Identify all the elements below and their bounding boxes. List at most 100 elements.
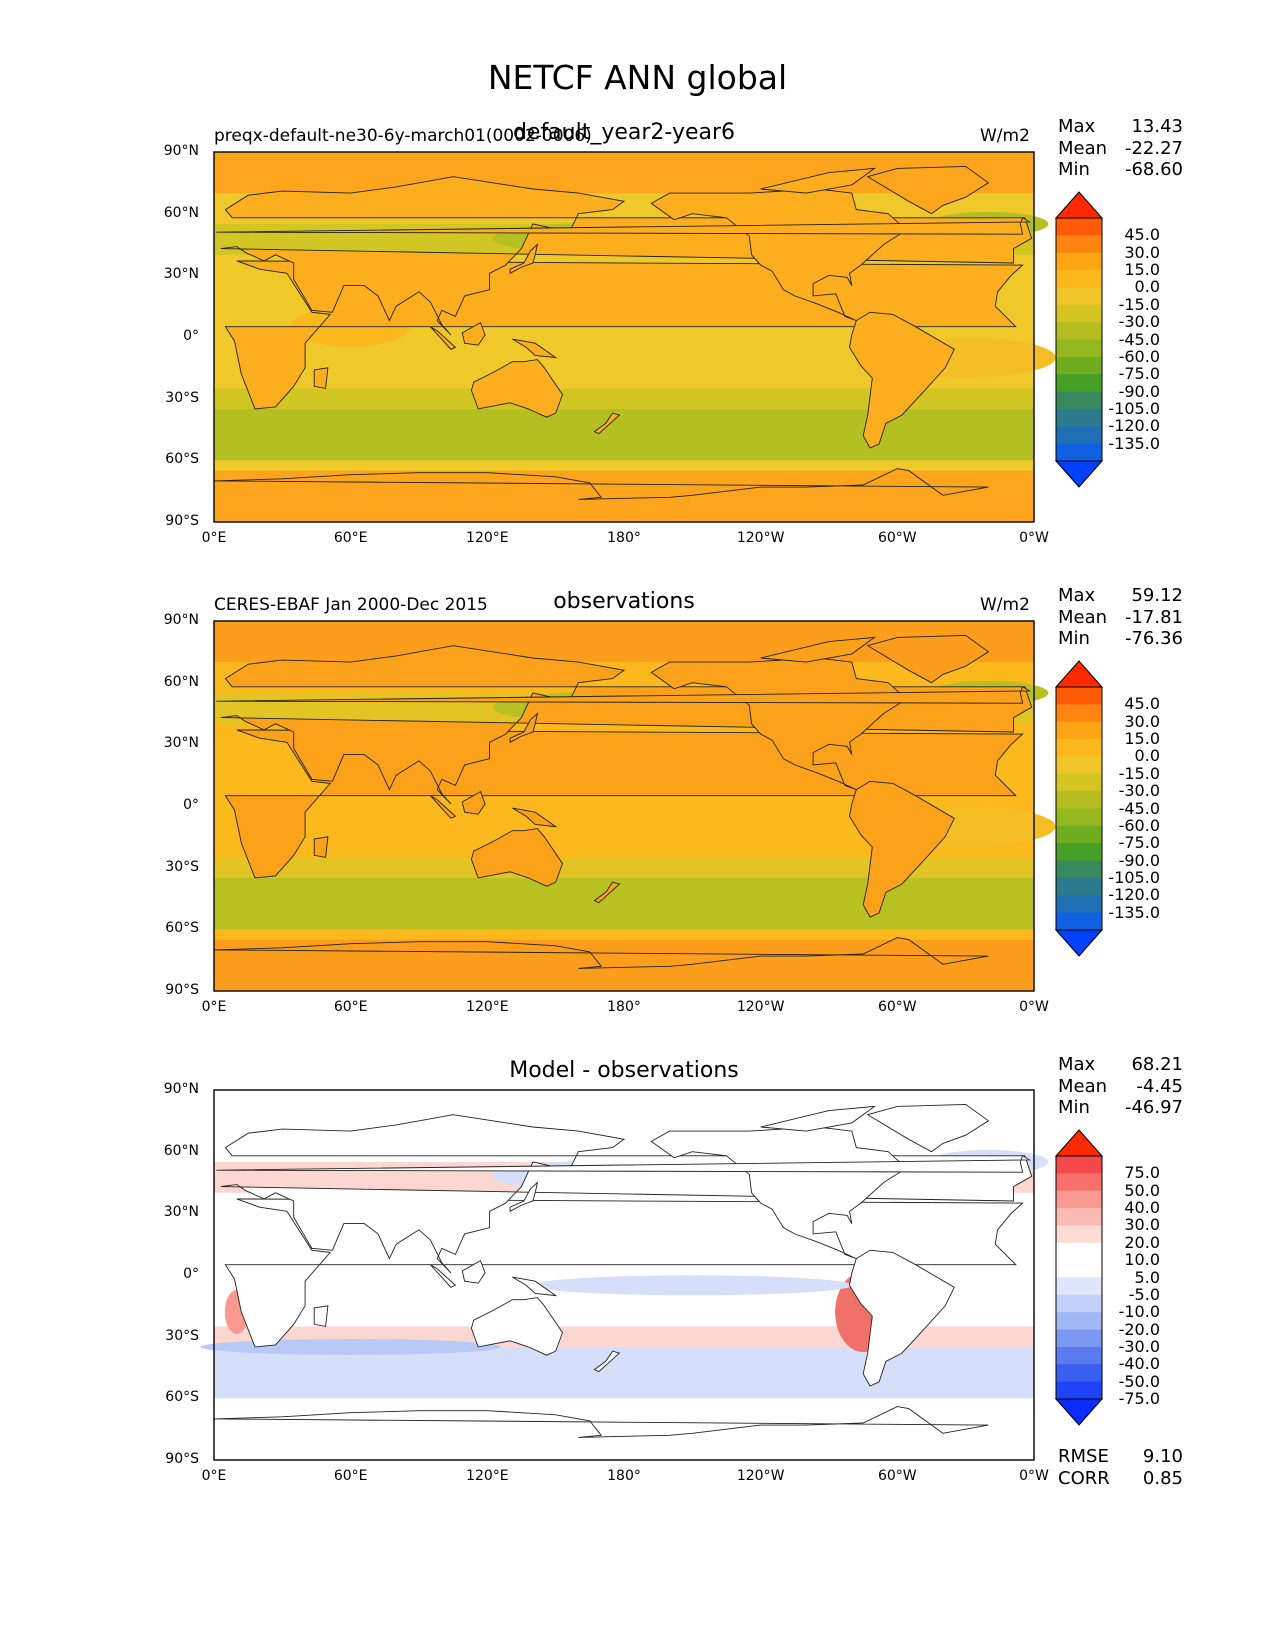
colorbar-swatch <box>1056 1208 1102 1226</box>
colorbar-tick-label: -90.0 <box>1118 850 1160 870</box>
stat-max-label: Max <box>1058 1054 1096 1075</box>
coastline-antarctica <box>213 937 989 969</box>
colorbar-tick-label: 30.0 <box>1124 242 1160 262</box>
map-model <box>213 151 1056 523</box>
colorbar-tick-label: -10.0 <box>1118 1302 1160 1322</box>
stat-mean-value: -22.27 <box>1124 137 1183 159</box>
lon-tick-label: 60°E <box>333 999 368 1015</box>
colorbar-swatch <box>1056 1294 1102 1313</box>
lat-tick-label: 0° <box>183 328 199 344</box>
colorbar-swatch <box>1056 1312 1102 1331</box>
colorbar-tick-label: -15.0 <box>1118 763 1160 783</box>
lat-tick-label: 90°S <box>165 982 199 998</box>
colorbar-tick-label: 50.0 <box>1124 1180 1160 1200</box>
stat-min-value: -46.97 <box>1124 1097 1183 1118</box>
coastline-sumatra <box>430 1264 457 1288</box>
colorbar-frame <box>1055 1155 1103 1400</box>
stat-max-label: Max <box>1058 116 1096 137</box>
colorbar-swatch <box>1056 1156 1102 1174</box>
lat-tick-label: 90°S <box>165 513 199 529</box>
lon-tick-label: 0°W <box>1019 1468 1049 1484</box>
colorbar-tick-label: -30.0 <box>1118 781 1160 801</box>
coastline-madagascar <box>313 1305 329 1327</box>
stats-block: Max 13.43 Mean -22.27 Min -68.60 <box>1058 116 1183 181</box>
colorbar-tick-label: -120.0 <box>1108 885 1160 905</box>
colorbar-tick-label: -20.0 <box>1118 1319 1160 1339</box>
coastline-japan <box>509 243 539 275</box>
panel-model: preqx-default-ne30-6y-march01(0002-0006)… <box>0 116 1275 592</box>
figure-title: NETCF ANN global <box>487 58 788 97</box>
colorbar-tick-label: 0.0 <box>1134 277 1160 297</box>
coastline-namerica <box>650 657 908 791</box>
lon-tick-label: 120°E <box>466 1468 509 1484</box>
coastline-nz <box>593 412 621 435</box>
colorbar-swatch <box>1056 1173 1102 1192</box>
colorbar-tick-label: 40.0 <box>1124 1198 1160 1218</box>
colorbar-tick-label: -105.0 <box>1108 398 1160 418</box>
colorbar-swatch <box>1056 756 1102 775</box>
panel-main-title: default_year2-year6 <box>512 120 736 145</box>
colorbar-swatch <box>1056 1260 1102 1278</box>
stat-min-label: Min <box>1058 159 1090 180</box>
colorbar-tick-label: -5.0 <box>1128 1284 1160 1304</box>
lon-tick-label: 120°W <box>736 1468 785 1484</box>
coastline-sumatra <box>430 326 457 350</box>
field-anomaly <box>200 1338 501 1355</box>
colorbar-tick-label: 45.0 <box>1124 694 1160 714</box>
lon-tick-label: 60°W <box>877 1468 917 1484</box>
lon-tick-label: 0°E <box>201 530 227 546</box>
stat-min-label: Min <box>1058 1097 1090 1118</box>
stat-max-label: Max <box>1058 585 1096 606</box>
lat-tick-label: 30°S <box>165 389 199 406</box>
colorbar-tick-label: 45.0 <box>1124 225 1160 245</box>
lon-tick-label: 60°W <box>877 530 917 546</box>
coastline-japan <box>509 712 539 744</box>
stat-mean-label: Mean <box>1058 137 1108 159</box>
colorbar-tick-label: 15.0 <box>1124 729 1160 749</box>
stat-mean-value: -4.45 <box>1136 1075 1183 1097</box>
coastline-greenland <box>866 1103 990 1153</box>
coastline-eurasia <box>220 176 1033 336</box>
colorbar-swatch <box>1056 687 1102 705</box>
colorbar-tick-label: -45.0 <box>1118 798 1160 818</box>
coastline-uk <box>216 686 1031 704</box>
lon-tick-label: 120°E <box>466 530 509 546</box>
colorbar-swatch <box>1056 374 1102 393</box>
colorbar-extend-bottom <box>1054 460 1104 488</box>
stat-min-label: Min <box>1058 628 1090 649</box>
colorbar-swatch <box>1056 1190 1102 1209</box>
lon-tick-label: 120°W <box>736 999 785 1015</box>
colorbar-swatch <box>1056 912 1102 931</box>
colorbar-tick-label: -60.0 <box>1118 815 1160 835</box>
stats-block: Max 68.21 Mean -4.45 Min -46.97 <box>1058 1054 1183 1119</box>
field-band <box>214 877 1034 930</box>
colorbar-swatch <box>1056 877 1102 896</box>
coastline-madagascar <box>313 367 329 389</box>
lat-tick-label: 60°N <box>163 204 199 221</box>
colorbar-swatch <box>1056 218 1102 236</box>
colorbar-swatch <box>1056 773 1102 792</box>
lat-tick-label: 30°S <box>165 858 199 875</box>
field-band <box>214 408 1034 461</box>
coastline-arcticisl <box>760 636 877 663</box>
coastline-samerica <box>849 1249 955 1387</box>
stat-min-value: -68.60 <box>1124 159 1183 180</box>
field-band <box>214 857 1034 878</box>
colorbar-swatch <box>1056 791 1102 809</box>
colorbar-swatch <box>1056 895 1102 914</box>
colorbar-swatch <box>1056 304 1102 323</box>
colorbar-swatch <box>1056 1277 1102 1296</box>
colorbar-extend-top <box>1054 660 1104 688</box>
colorbar-swatch <box>1056 1242 1102 1261</box>
lat-tick-label: 90°S <box>165 1451 199 1467</box>
stat-min-value: -76.36 <box>1124 628 1183 649</box>
coastline-samerica <box>849 311 955 449</box>
lon-tick-label: 0°W <box>1019 530 1049 546</box>
lat-tick-label: 60°S <box>165 451 199 468</box>
lat-tick-label: 30°N <box>163 1204 199 1221</box>
stat-mean-label: Mean <box>1058 606 1108 628</box>
coastline-eurasia <box>220 1114 1033 1274</box>
lon-tick-label: 120°W <box>736 530 785 546</box>
colorbar-swatch <box>1056 739 1102 757</box>
lon-tick-label: 180° <box>607 530 641 546</box>
